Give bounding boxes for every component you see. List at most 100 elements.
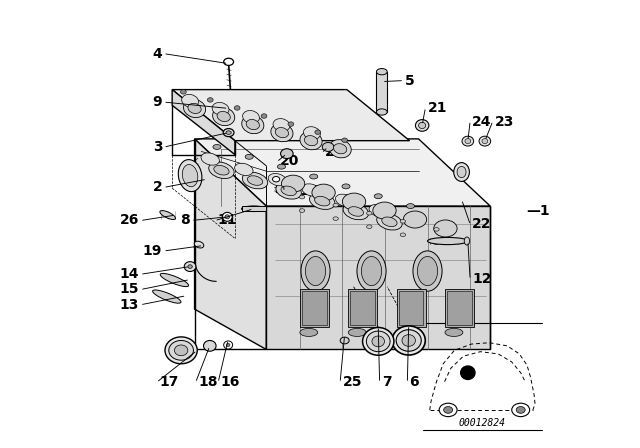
Bar [399, 291, 424, 325]
Ellipse shape [400, 220, 406, 223]
Bar [445, 289, 474, 327]
Text: 26: 26 [120, 213, 139, 228]
Ellipse shape [366, 331, 390, 352]
Text: 19: 19 [143, 244, 163, 258]
Ellipse shape [340, 337, 349, 344]
Ellipse shape [224, 341, 233, 349]
Text: 15: 15 [120, 282, 139, 297]
Ellipse shape [182, 95, 198, 107]
Ellipse shape [226, 131, 231, 134]
Ellipse shape [223, 129, 234, 137]
Ellipse shape [273, 119, 290, 131]
Ellipse shape [439, 403, 457, 417]
Ellipse shape [179, 159, 202, 192]
Ellipse shape [222, 212, 232, 221]
Ellipse shape [482, 138, 488, 143]
Ellipse shape [213, 144, 221, 149]
Polygon shape [266, 206, 490, 349]
Ellipse shape [246, 120, 259, 129]
Ellipse shape [248, 176, 262, 185]
Text: 27: 27 [324, 145, 344, 159]
Ellipse shape [234, 106, 240, 110]
Ellipse shape [174, 345, 188, 356]
Ellipse shape [300, 328, 317, 336]
Ellipse shape [152, 290, 181, 303]
Ellipse shape [315, 196, 330, 206]
Ellipse shape [302, 184, 320, 196]
Ellipse shape [268, 173, 287, 186]
Ellipse shape [419, 122, 426, 129]
Bar [351, 291, 375, 325]
Bar [447, 291, 472, 325]
Ellipse shape [276, 183, 301, 199]
Ellipse shape [392, 326, 425, 355]
Ellipse shape [465, 138, 471, 143]
Ellipse shape [271, 124, 293, 142]
Polygon shape [195, 139, 490, 206]
Text: 4: 4 [152, 47, 163, 61]
Ellipse shape [333, 203, 339, 207]
Ellipse shape [374, 194, 382, 198]
Ellipse shape [348, 207, 364, 216]
Ellipse shape [367, 225, 372, 228]
Ellipse shape [373, 202, 396, 219]
Ellipse shape [342, 184, 350, 189]
Ellipse shape [280, 149, 293, 159]
Text: 21: 21 [428, 101, 447, 116]
Ellipse shape [273, 177, 280, 182]
Ellipse shape [300, 209, 305, 212]
Text: 14: 14 [120, 267, 139, 281]
Text: 6: 6 [410, 375, 419, 389]
Ellipse shape [333, 144, 347, 154]
Text: 25: 25 [342, 375, 362, 389]
Ellipse shape [357, 251, 386, 291]
Ellipse shape [261, 114, 267, 118]
Ellipse shape [434, 220, 457, 237]
Ellipse shape [512, 403, 530, 417]
Ellipse shape [195, 241, 204, 248]
Ellipse shape [343, 203, 369, 220]
Polygon shape [172, 90, 235, 155]
Text: —1: —1 [526, 203, 550, 218]
Ellipse shape [462, 136, 474, 146]
Ellipse shape [434, 228, 439, 231]
Ellipse shape [417, 256, 438, 286]
Ellipse shape [464, 237, 470, 245]
Bar [300, 289, 329, 327]
Ellipse shape [377, 214, 402, 230]
Ellipse shape [310, 193, 335, 209]
Ellipse shape [243, 111, 259, 123]
Ellipse shape [348, 328, 366, 336]
Ellipse shape [335, 194, 354, 207]
Ellipse shape [160, 273, 189, 287]
Ellipse shape [362, 256, 381, 286]
Ellipse shape [288, 122, 294, 126]
Ellipse shape [180, 90, 186, 94]
Ellipse shape [275, 128, 289, 138]
Ellipse shape [278, 164, 285, 169]
Text: 3: 3 [153, 140, 163, 154]
Ellipse shape [322, 142, 334, 151]
Ellipse shape [242, 116, 264, 134]
Ellipse shape [281, 186, 296, 196]
Text: 20: 20 [280, 154, 299, 168]
Ellipse shape [310, 174, 317, 179]
Ellipse shape [342, 138, 348, 142]
Bar [302, 291, 326, 325]
Ellipse shape [300, 195, 305, 199]
Ellipse shape [282, 175, 305, 192]
Ellipse shape [227, 343, 230, 347]
Ellipse shape [382, 217, 397, 227]
Ellipse shape [305, 136, 317, 146]
Ellipse shape [235, 163, 253, 176]
Ellipse shape [367, 211, 372, 215]
Ellipse shape [169, 340, 193, 360]
Ellipse shape [303, 127, 321, 139]
Ellipse shape [369, 204, 387, 217]
Ellipse shape [403, 211, 427, 228]
Ellipse shape [428, 237, 468, 245]
Bar [241, 206, 266, 211]
Ellipse shape [301, 251, 330, 291]
Text: 9: 9 [153, 95, 163, 109]
Polygon shape [172, 90, 410, 141]
